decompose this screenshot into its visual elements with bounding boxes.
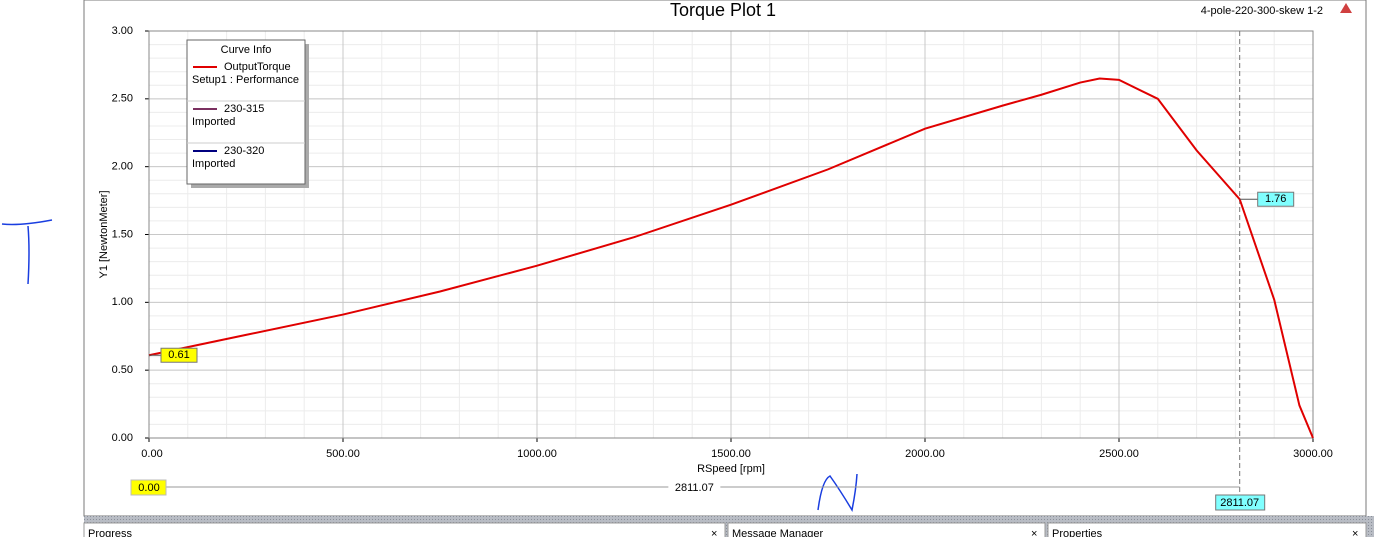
cursor-span-bg	[668, 481, 721, 494]
cursor-start-label: 0.00	[138, 482, 159, 494]
data-line	[148, 77, 1314, 439]
y-tick-label: 0.00	[112, 432, 133, 444]
y-tick-label: 1.50	[112, 228, 133, 240]
x-tick-label: 1500.00	[711, 448, 751, 460]
y-tick-label: 1.00	[112, 296, 133, 308]
cursor-span-label: 2811.07	[675, 482, 714, 494]
legend-box	[186, 39, 306, 185]
y-tick-label: 2.00	[112, 161, 133, 173]
marker-label: 0.61	[168, 349, 189, 361]
x-tick-label: 0.00	[141, 448, 162, 460]
panel-title: Progress	[88, 528, 133, 537]
chart-subtitle: 4-pole-220-300-skew 1-2	[1201, 5, 1323, 17]
x-tick-label: 2000.00	[905, 448, 945, 460]
warning-icon	[1340, 3, 1352, 13]
legend-name: 230-315	[224, 103, 264, 115]
y-tick-label: 2.50	[112, 93, 133, 105]
legend-name: 230-320	[224, 145, 264, 157]
panel-close[interactable]: ×	[1352, 528, 1358, 537]
cursor-start-box	[130, 479, 167, 496]
panel-title: Message Manager	[732, 528, 823, 537]
x-axis-label: RSpeed [rpm]	[697, 463, 765, 475]
legend-source: Imported	[192, 116, 235, 128]
panel-header	[1047, 522, 1367, 537]
panel-header	[727, 522, 1046, 537]
x-tick-label: 3000.00	[1293, 448, 1333, 460]
panel-close[interactable]: ×	[711, 528, 717, 537]
marker-box	[160, 347, 198, 363]
panel-title: Properties	[1052, 528, 1103, 537]
y-axis-label: Y1 [NewtonMeter]	[98, 190, 110, 278]
marker-box	[1257, 191, 1295, 207]
x-tick-label: 500.00	[326, 448, 360, 460]
cursor-end-box	[1215, 494, 1266, 511]
handwritten-t	[1, 219, 53, 285]
legend-source: Imported	[192, 158, 235, 170]
y-tick-label: 0.50	[112, 364, 133, 376]
cursor-end-label: 2811.07	[1220, 497, 1259, 509]
y-tick-label: 3.00	[112, 25, 133, 37]
x-tick-label: 1000.00	[517, 448, 557, 460]
legend-name: OutputTorque	[224, 61, 291, 73]
legend-source: Setup1 : Performance	[192, 74, 299, 86]
x-tick-label: 2500.00	[1099, 448, 1139, 460]
panel-close[interactable]: ×	[1031, 528, 1037, 537]
panel-header	[83, 522, 726, 537]
marker-label: 1.76	[1265, 193, 1286, 205]
chart-title: Torque Plot 1	[670, 0, 776, 20]
legend-title: Curve Info	[221, 44, 272, 56]
axes-box	[148, 30, 1314, 439]
